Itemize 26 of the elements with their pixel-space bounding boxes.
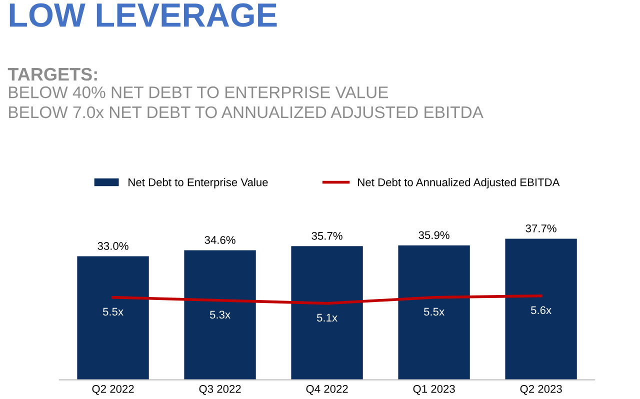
data-label: 34.6% — [204, 236, 236, 244]
chart-title: LOW LEVERAGE — [10, 3, 277, 27]
bar — [398, 245, 470, 380]
legend-label: Net Debt to Enterprise Value — [128, 178, 268, 188]
x-tick-label: Q4 2022 — [306, 385, 348, 395]
bar — [291, 246, 363, 380]
x-tick-label: Q1 2023 — [413, 385, 455, 395]
data-label: 5.6x — [531, 306, 552, 314]
data-label: 5.5x — [424, 308, 444, 316]
data-label: 37.7% — [526, 224, 556, 232]
bar — [505, 238, 577, 380]
x-tick-label: Q3 2022 — [199, 385, 241, 395]
x-tick-label: Q2 2022 — [92, 385, 134, 395]
data-label: 5.3x — [210, 310, 230, 319]
data-label: 5.1x — [316, 314, 338, 322]
text: BELOW 7.0x NET DEBT TO ANNUALIZED ADJUSTED EBITDA — [9, 106, 484, 118]
text: BELOW 40% NET DEBT TO ENTERPRISE VALUE — [9, 86, 388, 98]
x-tick-label: Q2 2023 — [520, 385, 562, 395]
legend-label: Net Debt to Annualized Adjusted EBITDA — [358, 178, 560, 188]
data-label: 35.9% — [418, 231, 450, 240]
data-label: 35.7% — [312, 232, 342, 240]
bar — [184, 250, 256, 380]
bar — [77, 256, 149, 380]
data-label: 33.0% — [98, 242, 128, 250]
data-label: 5.5x — [102, 308, 124, 316]
chart-subtitle: TARGETS: — [8, 68, 97, 81]
